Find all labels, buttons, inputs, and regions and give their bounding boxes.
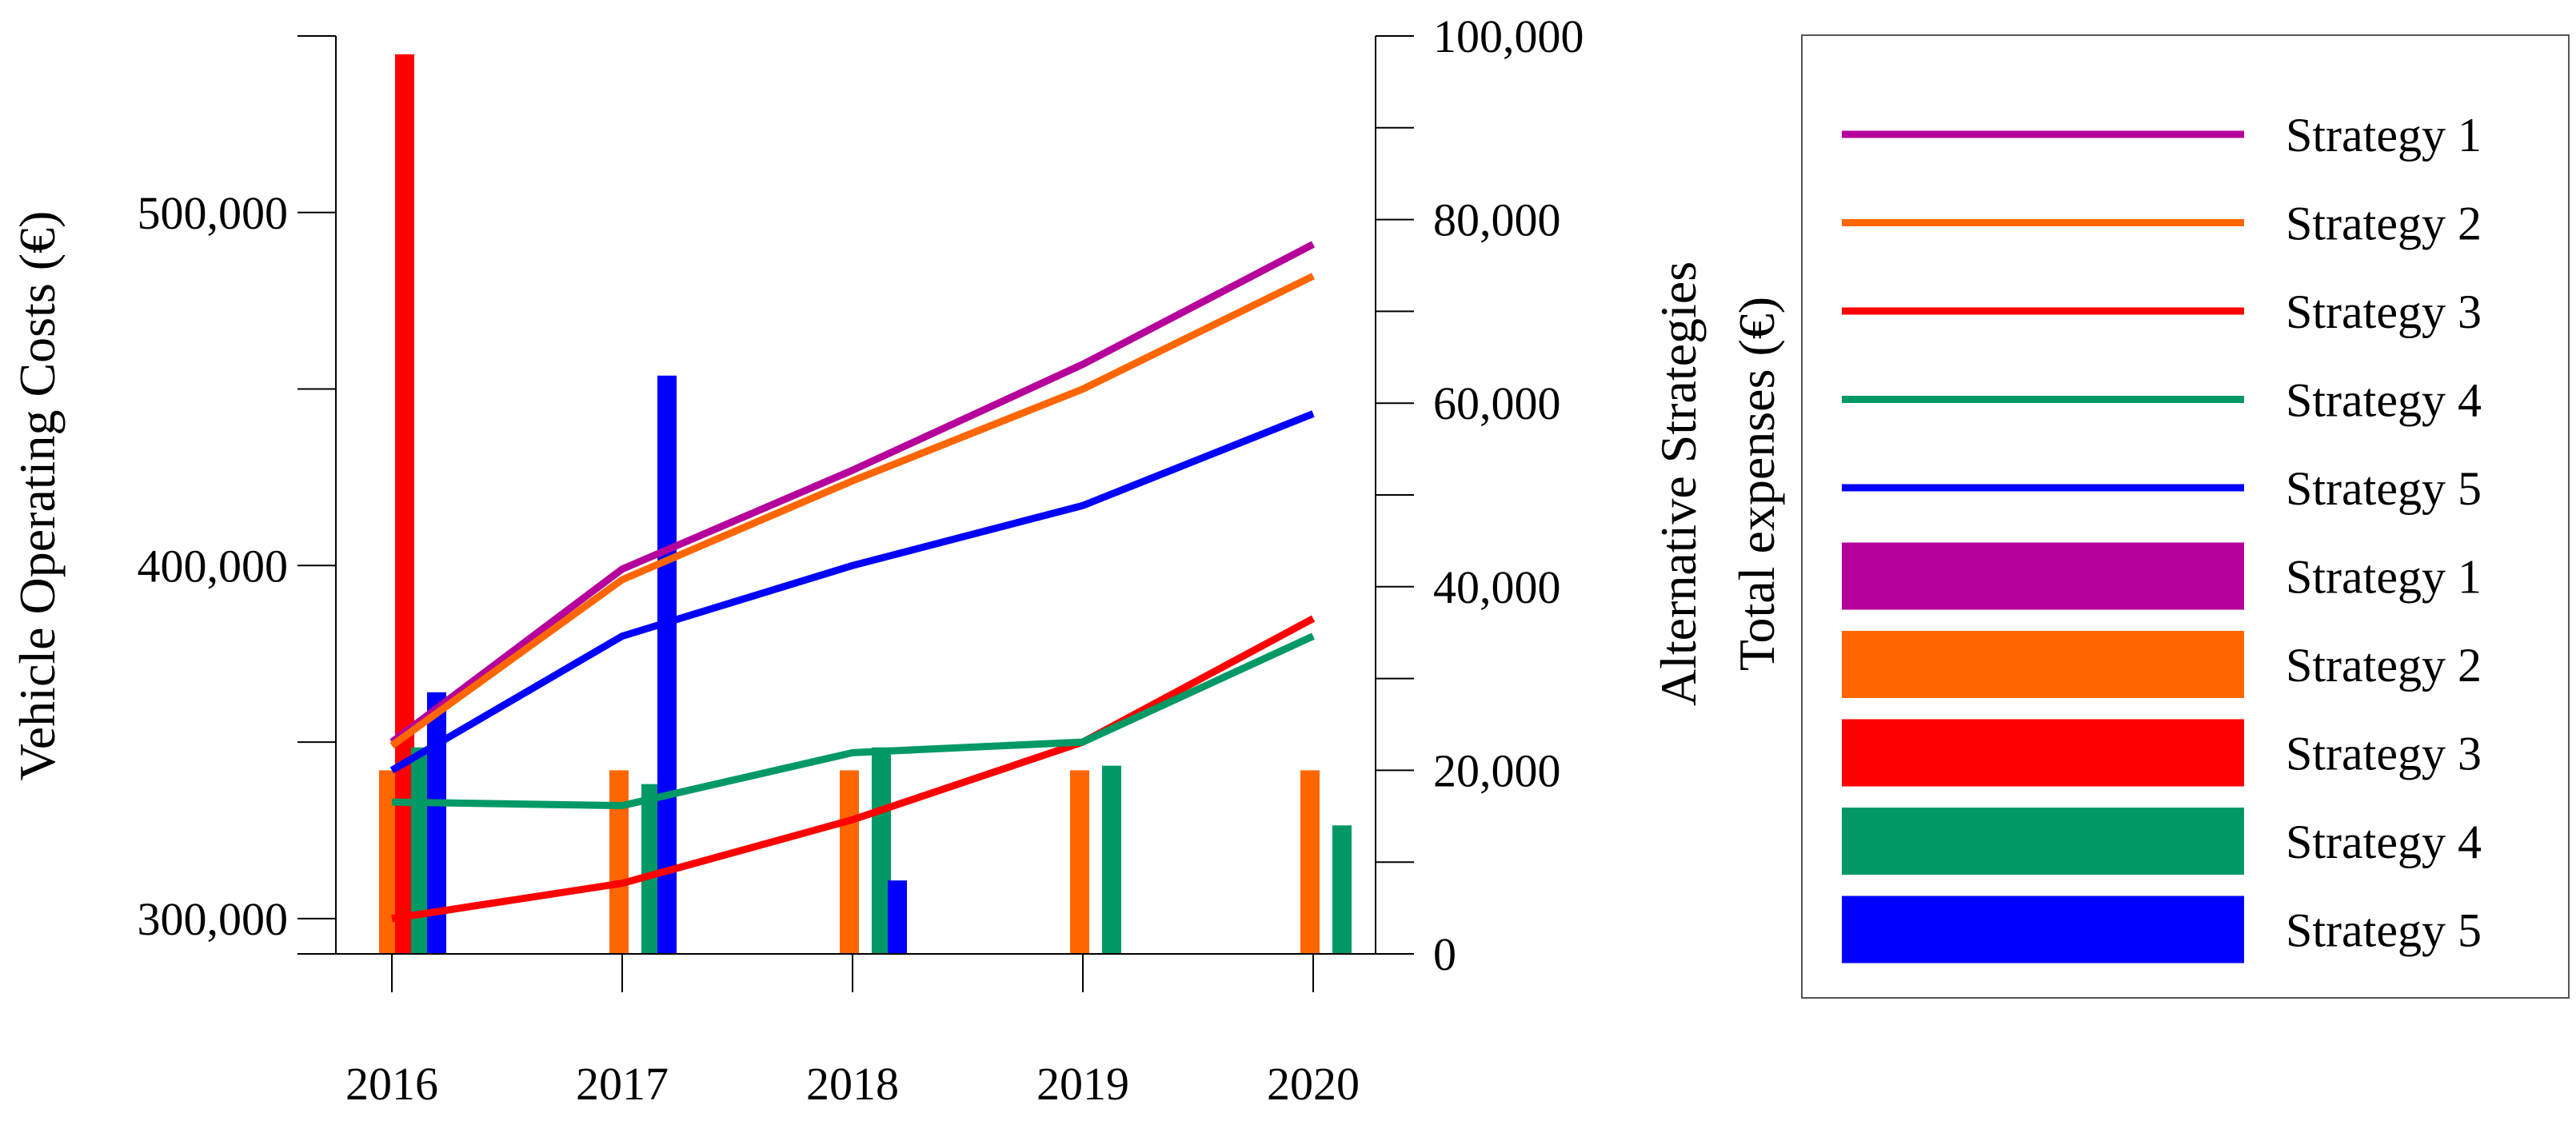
x-axis-tick-label: 2020 [1267,1058,1360,1110]
bar-layer [379,54,1352,955]
x-axis-tick-label: 2018 [806,1058,899,1110]
legend-bar-swatch-strategy-4 [1842,808,2244,875]
legend-bar-label: Strategy 1 [2286,551,2482,604]
line-layer [389,241,1316,923]
legend-bar-label: Strategy 4 [2286,816,2482,868]
bar-strategy-2-2017 [609,770,629,954]
line-strategy-1 [389,241,1316,745]
legend-line-label: Strategy 4 [2286,374,2482,427]
line-strategy-5 [389,410,1315,774]
legend-layer: Strategy 1 Strategy 2 Strategy 3 Strategy 4… [1801,34,2570,999]
legend-bar-label: Strategy 2 [2286,639,2482,692]
legend-line-label: Strategy 2 [2286,197,2482,250]
right-axis-tick-label: 80,000 [1433,194,1561,246]
legend-line-label: Strategy 1 [2286,109,2482,162]
line-strategy-4 [391,632,1315,810]
legend-bar-swatch-strategy-3 [1842,719,2244,787]
legend-bar-label: Strategy 5 [2286,904,2482,957]
axes-layer: 300,000 400,000 500,000 0 20,000 40,000 60,000… [9,10,1785,1110]
right-axis-title-line1: Alternative Strategies [1650,261,1707,706]
bar-strategy-4-2019 [1102,765,1121,954]
left-axis-tick-label: 400,000 [138,540,289,592]
left-axis-tick-label: 500,000 [138,187,289,239]
bar-strategy-4-2020 [1332,825,1352,954]
bar-strategy-5-2018 [888,880,907,954]
left-axis-title: Vehicle Operating Costs (€) [9,211,66,781]
legend-bar-swatch-strategy-5 [1842,896,2244,963]
right-axis-title-line2: Total expenses (€) [1728,297,1785,671]
bar-strategy-2-2018 [840,770,859,954]
legend-line-label: Strategy 3 [2286,285,2482,338]
right-axis-tick-label: 20,000 [1433,744,1561,796]
x-axis-tick-label: 2019 [1036,1058,1129,1110]
right-axis-tick-label: 100,000 [1433,10,1584,62]
line-strategy-2 [389,273,1315,749]
right-axis-tick-label: 0 [1433,928,1456,980]
legend-line-label: Strategy 5 [2286,462,2482,515]
right-axis-tick-label: 40,000 [1433,561,1561,613]
legend-bar-swatch-strategy-2 [1842,631,2244,698]
bar-strategy-2-2020 [1300,770,1320,954]
bar-strategy-5-2017 [657,375,677,954]
legend-bar-label: Strategy 3 [2286,728,2482,780]
x-axis-tick-label: 2016 [345,1058,438,1110]
line-strategy-3 [391,615,1316,923]
legend-bar-swatch-strategy-1 [1842,542,2244,610]
bar-strategy-2-2019 [1070,770,1089,954]
right-axis-tick-label: 60,000 [1433,377,1561,429]
x-axis-tick-label: 2017 [576,1058,669,1110]
left-axis-tick-label: 300,000 [138,893,289,945]
